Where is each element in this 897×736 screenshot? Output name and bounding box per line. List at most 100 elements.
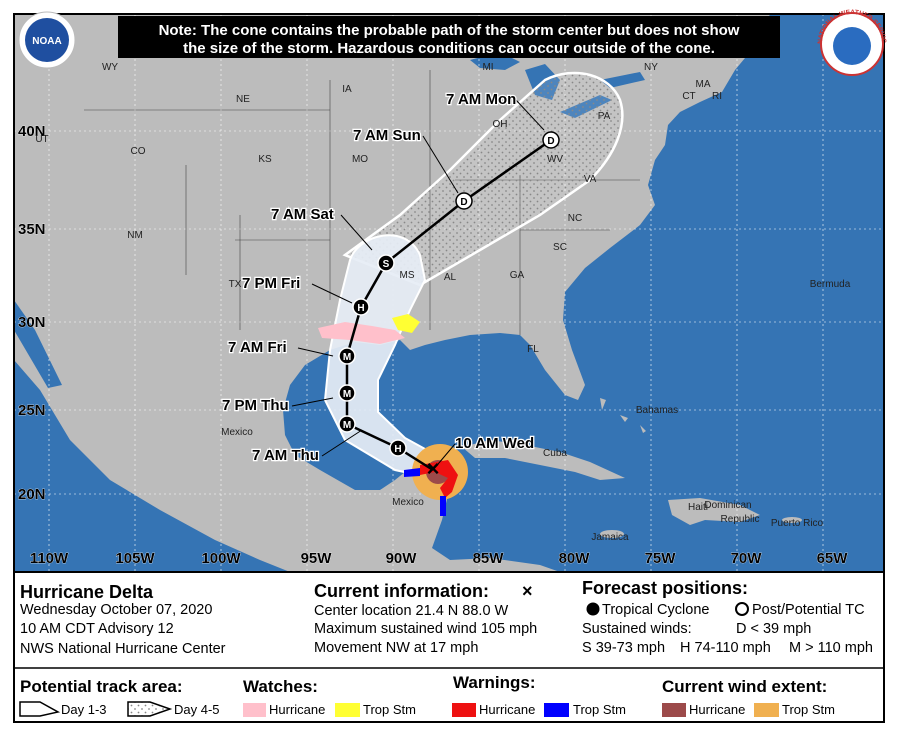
place-label: Mexico [392, 497, 424, 508]
noaa-text: NOAA [32, 36, 61, 47]
leader-line [422, 135, 459, 194]
map: × H M M M H S D D [14, 14, 884, 572]
place-label: MO [352, 154, 368, 165]
current-line: Maximum sustained wind 105 mph [314, 621, 537, 637]
tropical-icon [586, 602, 600, 616]
warning-trop-storm [404, 468, 446, 516]
note: the size of the storm. Hazardous conditi… [183, 40, 715, 57]
place-label: FL [527, 344, 539, 355]
place-label: Republic [721, 514, 760, 525]
place-label: AL [444, 272, 457, 283]
swatch [754, 703, 779, 717]
legend-title: Potential track area: [20, 677, 183, 696]
swatch [662, 703, 686, 717]
place-label: NC [568, 213, 582, 224]
place-label: CT [682, 91, 695, 102]
place-label: PA [598, 111, 611, 122]
swatch [335, 703, 360, 717]
lat-label: 40N [18, 123, 46, 140]
puerto-rico [782, 517, 802, 523]
current-position: × [427, 456, 440, 481]
graticule [14, 14, 884, 572]
forecast-point [338, 384, 356, 402]
place-label: NM [127, 230, 143, 241]
atlantic-gulf [283, 14, 884, 572]
leader-line [311, 283, 353, 304]
place-label: TX [229, 279, 242, 290]
legend-text: Day 1-3 [61, 702, 107, 717]
legend-text: Trop Stm [573, 702, 626, 717]
place-label: KS [258, 154, 272, 165]
place-label: OH [493, 119, 508, 130]
forecast-point [455, 192, 473, 210]
legend-text: Trop Stm [782, 702, 835, 717]
legend-title: Current wind extent: [662, 677, 827, 696]
pacific [14, 300, 290, 572]
storm-center: NWS National Hurricane Center [20, 641, 226, 657]
forecast-time: 7 AM Thu [252, 447, 319, 464]
place-label: NE [236, 94, 250, 105]
legend-text: Hurricane [689, 702, 745, 717]
nws-logo-inner [833, 27, 871, 65]
place-label: MS [400, 270, 415, 281]
place-label: MA [696, 79, 711, 90]
place-label: GA [510, 270, 525, 281]
lon-label: 85W [473, 550, 505, 567]
legend-text: S 39-73 mph [582, 640, 665, 656]
latitude-labels: 40N 35N 30N 25N 20N [18, 123, 46, 504]
place-label: Mexico [221, 427, 253, 438]
longitude-labels: 110W 105W 100W 95W 90W 85W 80W 75W 70W 6… [30, 550, 849, 568]
current-title: Current information: [314, 581, 489, 601]
place-label: UT [35, 134, 48, 145]
watch-trop-storm [392, 314, 420, 333]
place-label: IA [342, 84, 352, 95]
place-label: Bermuda [810, 279, 851, 290]
leader-line [340, 214, 373, 251]
place-label: RI [712, 91, 722, 102]
place-label: WY [102, 62, 118, 73]
cone-day-4-5 [342, 71, 624, 287]
leader-line [515, 99, 545, 131]
legend-text: Post/Potential TC [752, 602, 865, 618]
lat-label: 30N [18, 314, 46, 331]
jamaica [600, 530, 624, 538]
forecast-title: Forecast positions: [582, 578, 748, 598]
lon-label: 100W [201, 550, 241, 567]
forecast-symbol: D [547, 136, 554, 147]
forecast-point [377, 254, 395, 272]
forecast-symbol: M [343, 389, 351, 400]
day13-icon [19, 701, 61, 717]
lat-label: 35N [18, 221, 46, 238]
legend-text: Trop Stm [363, 702, 416, 717]
current-symbol: × [522, 581, 533, 601]
forecast-symbol: M [343, 420, 351, 431]
cuba [462, 440, 625, 480]
forecast-symbol: S [383, 259, 390, 270]
legend-text: M > 110 mph [789, 640, 873, 656]
place-label: Jamaica [591, 532, 629, 543]
place-label: Haiti [688, 502, 708, 513]
forecast-symbol: H [357, 303, 364, 314]
place-label: Puerto Rico [771, 518, 824, 529]
post-icon [735, 602, 749, 616]
lon-label: 95W [301, 550, 333, 567]
leader-line [321, 429, 363, 457]
note: Note: The cone contains the probable pat… [159, 22, 740, 39]
leader-line [291, 397, 334, 407]
forecast-time: 7 PM Thu [222, 397, 289, 414]
lon-label: 110W [30, 550, 69, 567]
place-label: NY [644, 62, 658, 73]
legend-title: Warnings: [453, 673, 535, 692]
forecast-time: 7 PM Fri [242, 275, 300, 292]
forecast-time: 10 AM Wed [455, 435, 534, 452]
info-panel: Hurricane Delta Wednesday October 07, 20… [20, 578, 873, 657]
place-label: CO [131, 146, 146, 157]
track: × H M M M H S D D [338, 131, 560, 481]
forecast-point [389, 439, 407, 457]
lon-label: 105W [115, 550, 155, 567]
lon-label: 70W [731, 550, 763, 567]
place-label: WV [547, 154, 563, 165]
lat-label: 25N [18, 402, 46, 419]
